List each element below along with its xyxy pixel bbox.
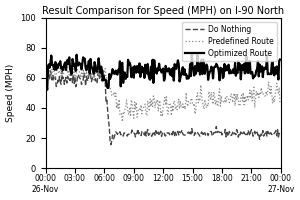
Optimized Route <box>44 93 47 96</box>
Line: Optimized Route: Optimized Route <box>46 55 280 94</box>
Do Nothing <box>252 133 256 136</box>
Line: Predefined Route: Predefined Route <box>46 64 280 122</box>
Optimized Route <box>278 58 282 61</box>
Optimized Route <box>190 53 194 56</box>
Do Nothing <box>109 143 113 146</box>
Y-axis label: Speed (MPH): Speed (MPH) <box>6 64 15 122</box>
Do Nothing <box>164 135 167 137</box>
Optimized Route <box>245 71 249 74</box>
Predefined Route <box>252 86 256 88</box>
Predefined Route <box>278 102 282 105</box>
Line: Do Nothing: Do Nothing <box>46 64 280 145</box>
Do Nothing <box>65 82 69 84</box>
Do Nothing <box>242 131 246 133</box>
Optimized Route <box>242 69 245 71</box>
Optimized Route <box>64 69 68 71</box>
Do Nothing <box>44 92 47 94</box>
Predefined Route <box>242 104 246 106</box>
Title: Result Comparison for Speed (MPH) on I-90 North: Result Comparison for Speed (MPH) on I-9… <box>42 6 284 16</box>
Predefined Route <box>246 99 250 101</box>
Predefined Route <box>121 121 124 123</box>
Predefined Route <box>72 63 76 65</box>
Predefined Route <box>44 83 47 85</box>
Optimized Route <box>251 77 255 80</box>
Predefined Route <box>164 104 167 106</box>
Do Nothing <box>278 131 282 134</box>
Optimized Route <box>259 70 262 73</box>
Do Nothing <box>46 63 50 65</box>
Do Nothing <box>246 129 250 132</box>
Predefined Route <box>64 68 68 71</box>
Predefined Route <box>260 87 263 89</box>
Legend: Do Nothing, Predefined Route, Optimized Route: Do Nothing, Predefined Route, Optimized … <box>182 22 277 61</box>
Optimized Route <box>162 79 166 82</box>
Do Nothing <box>260 133 263 135</box>
